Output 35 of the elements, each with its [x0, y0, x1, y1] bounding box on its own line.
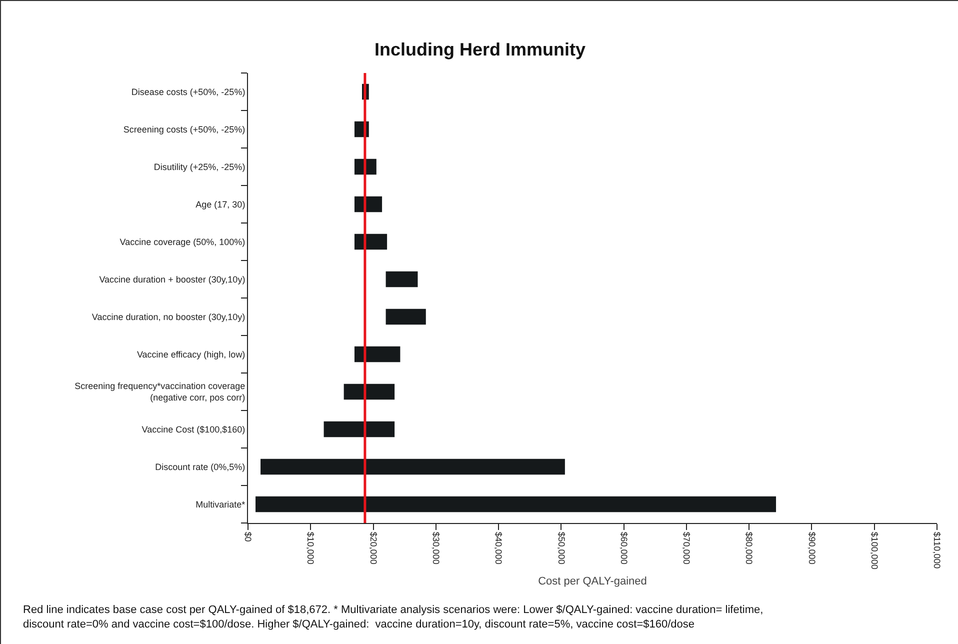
x-tick-label: $80,000 — [744, 532, 754, 564]
chart-title: Including Herd Immunity — [374, 39, 586, 60]
x-tick-label: $10,000 — [306, 532, 316, 564]
y-tick-label: Vaccine Cost ($100,$160) — [142, 424, 246, 434]
text: Red line indicates base case cost per QALY-gained of $18,672. * Multivariate analysis scenarios were: Lower $/QALY-gained: vaccine duration= lifetime, discount rate=0% and vaccine cost=$100/dose. Higher $/QALY-gained: vaccine duration=10y, discount rate=5%, vaccine cost=$160/dose — [23, 604, 764, 630]
bar — [324, 421, 395, 438]
x-tick-label: $60,000 — [618, 532, 629, 564]
bar — [354, 346, 400, 362]
bar — [260, 458, 565, 475]
y-tick-label: Vaccine efficacy (high, low) — [136, 349, 246, 360]
x-tick-label: $30,000 — [430, 532, 441, 564]
x-tick-label: $110,000 — [932, 532, 942, 569]
bar — [344, 384, 395, 400]
y-tick-label: Vaccine duration, no booster (30y,10y) — [92, 312, 246, 322]
y-tick-label: Discount rate (0%,5%) — [155, 462, 246, 472]
x-tick-label: $50,000 — [556, 532, 566, 564]
y-tick-label: Disutility (+25%, -25%) — [154, 162, 246, 172]
x-axis-title: Cost per QALY-gained — [538, 576, 647, 588]
y-tick-label: Disease costs (+50%, -25%) — [131, 86, 246, 97]
bar — [256, 496, 776, 512]
x-tick-label: $0 — [243, 532, 254, 542]
y-tick-label: Screening frequency*vaccination coverage (negative corr, pos corr) — [74, 381, 246, 403]
bar — [386, 271, 418, 288]
x-tick-label: $40,000 — [494, 532, 504, 564]
bar — [354, 234, 388, 250]
y-tick-label: Vaccine coverage (50%, 100%) — [120, 236, 246, 247]
x-tick-label: $70,000 — [682, 532, 692, 564]
y-tick-label: Multivariate* — [196, 499, 246, 510]
x-tick-label: $100,000 — [869, 532, 880, 570]
y-tick-label: Vaccine duration + booster (30y,10y) — [99, 274, 246, 284]
bar — [386, 308, 426, 325]
y-tick-label: Age (17, 30) — [196, 199, 246, 210]
x-tick-label: $90,000 — [806, 532, 817, 564]
x-tick-label: $20,000 — [368, 532, 378, 564]
y-tick-label: Screening costs (+50%, -25%) — [123, 124, 246, 134]
